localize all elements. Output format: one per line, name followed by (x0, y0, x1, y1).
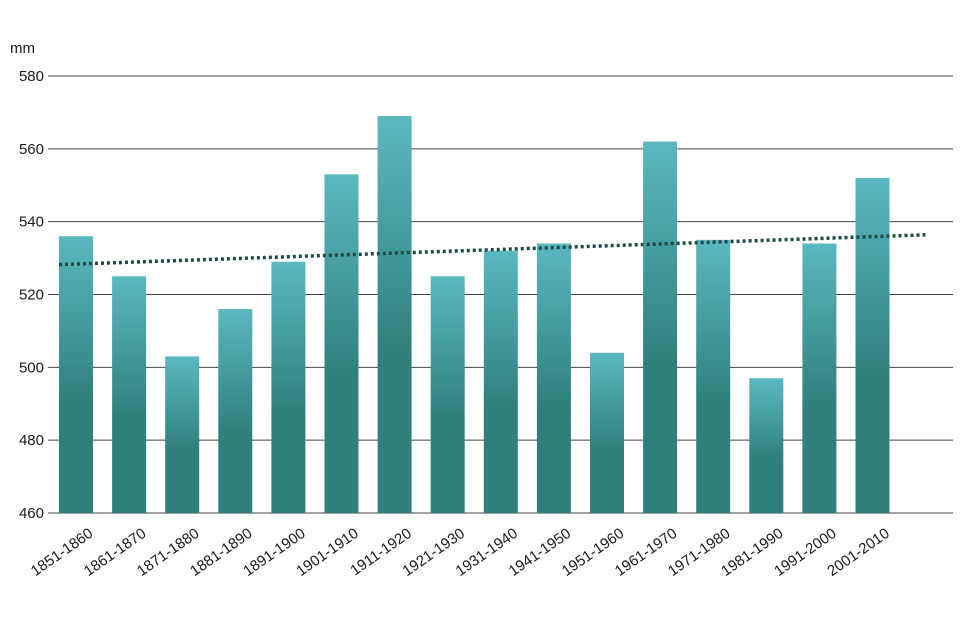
bar-1891-1900 (271, 261, 306, 513)
y-axis-ticks: 460 480 500 520 540 560 580 (19, 68, 44, 522)
bar-1901-1910 (324, 174, 359, 513)
bar-1911-1920 (377, 116, 412, 513)
trend-group (58, 233, 927, 267)
bar-1951-1960 (590, 352, 624, 513)
bar-1971-1980 (696, 239, 731, 513)
bar-1941-1950 (536, 243, 571, 513)
bar-1981-1990 (749, 378, 784, 513)
y-tick-label: 500 (19, 359, 44, 376)
bar-1961-1970 (643, 141, 678, 514)
x-axis-labels: 1851-18601861-18701871-18801881-18901891… (28, 525, 893, 580)
bar-1881-1890 (218, 309, 253, 513)
bar-1861-1870 (112, 276, 147, 513)
bar-1931-1940 (483, 250, 518, 514)
bars (59, 116, 890, 514)
bar-1871-1880 (165, 356, 200, 513)
trendline (58, 233, 927, 267)
y-tick-label: 480 (19, 432, 44, 449)
bar-1921-1930 (430, 276, 465, 513)
y-unit-label: mm (10, 40, 35, 57)
bar-1851-1860 (59, 236, 93, 513)
bar-1991-2000 (802, 243, 837, 513)
bar-2001-2010 (855, 177, 890, 513)
y-tick-label: 560 (19, 141, 44, 158)
y-tick-label: 460 (19, 505, 44, 522)
y-tick-label: 540 (19, 214, 44, 231)
y-tick-label: 580 (19, 68, 44, 85)
y-tick-label: 520 (19, 287, 44, 304)
